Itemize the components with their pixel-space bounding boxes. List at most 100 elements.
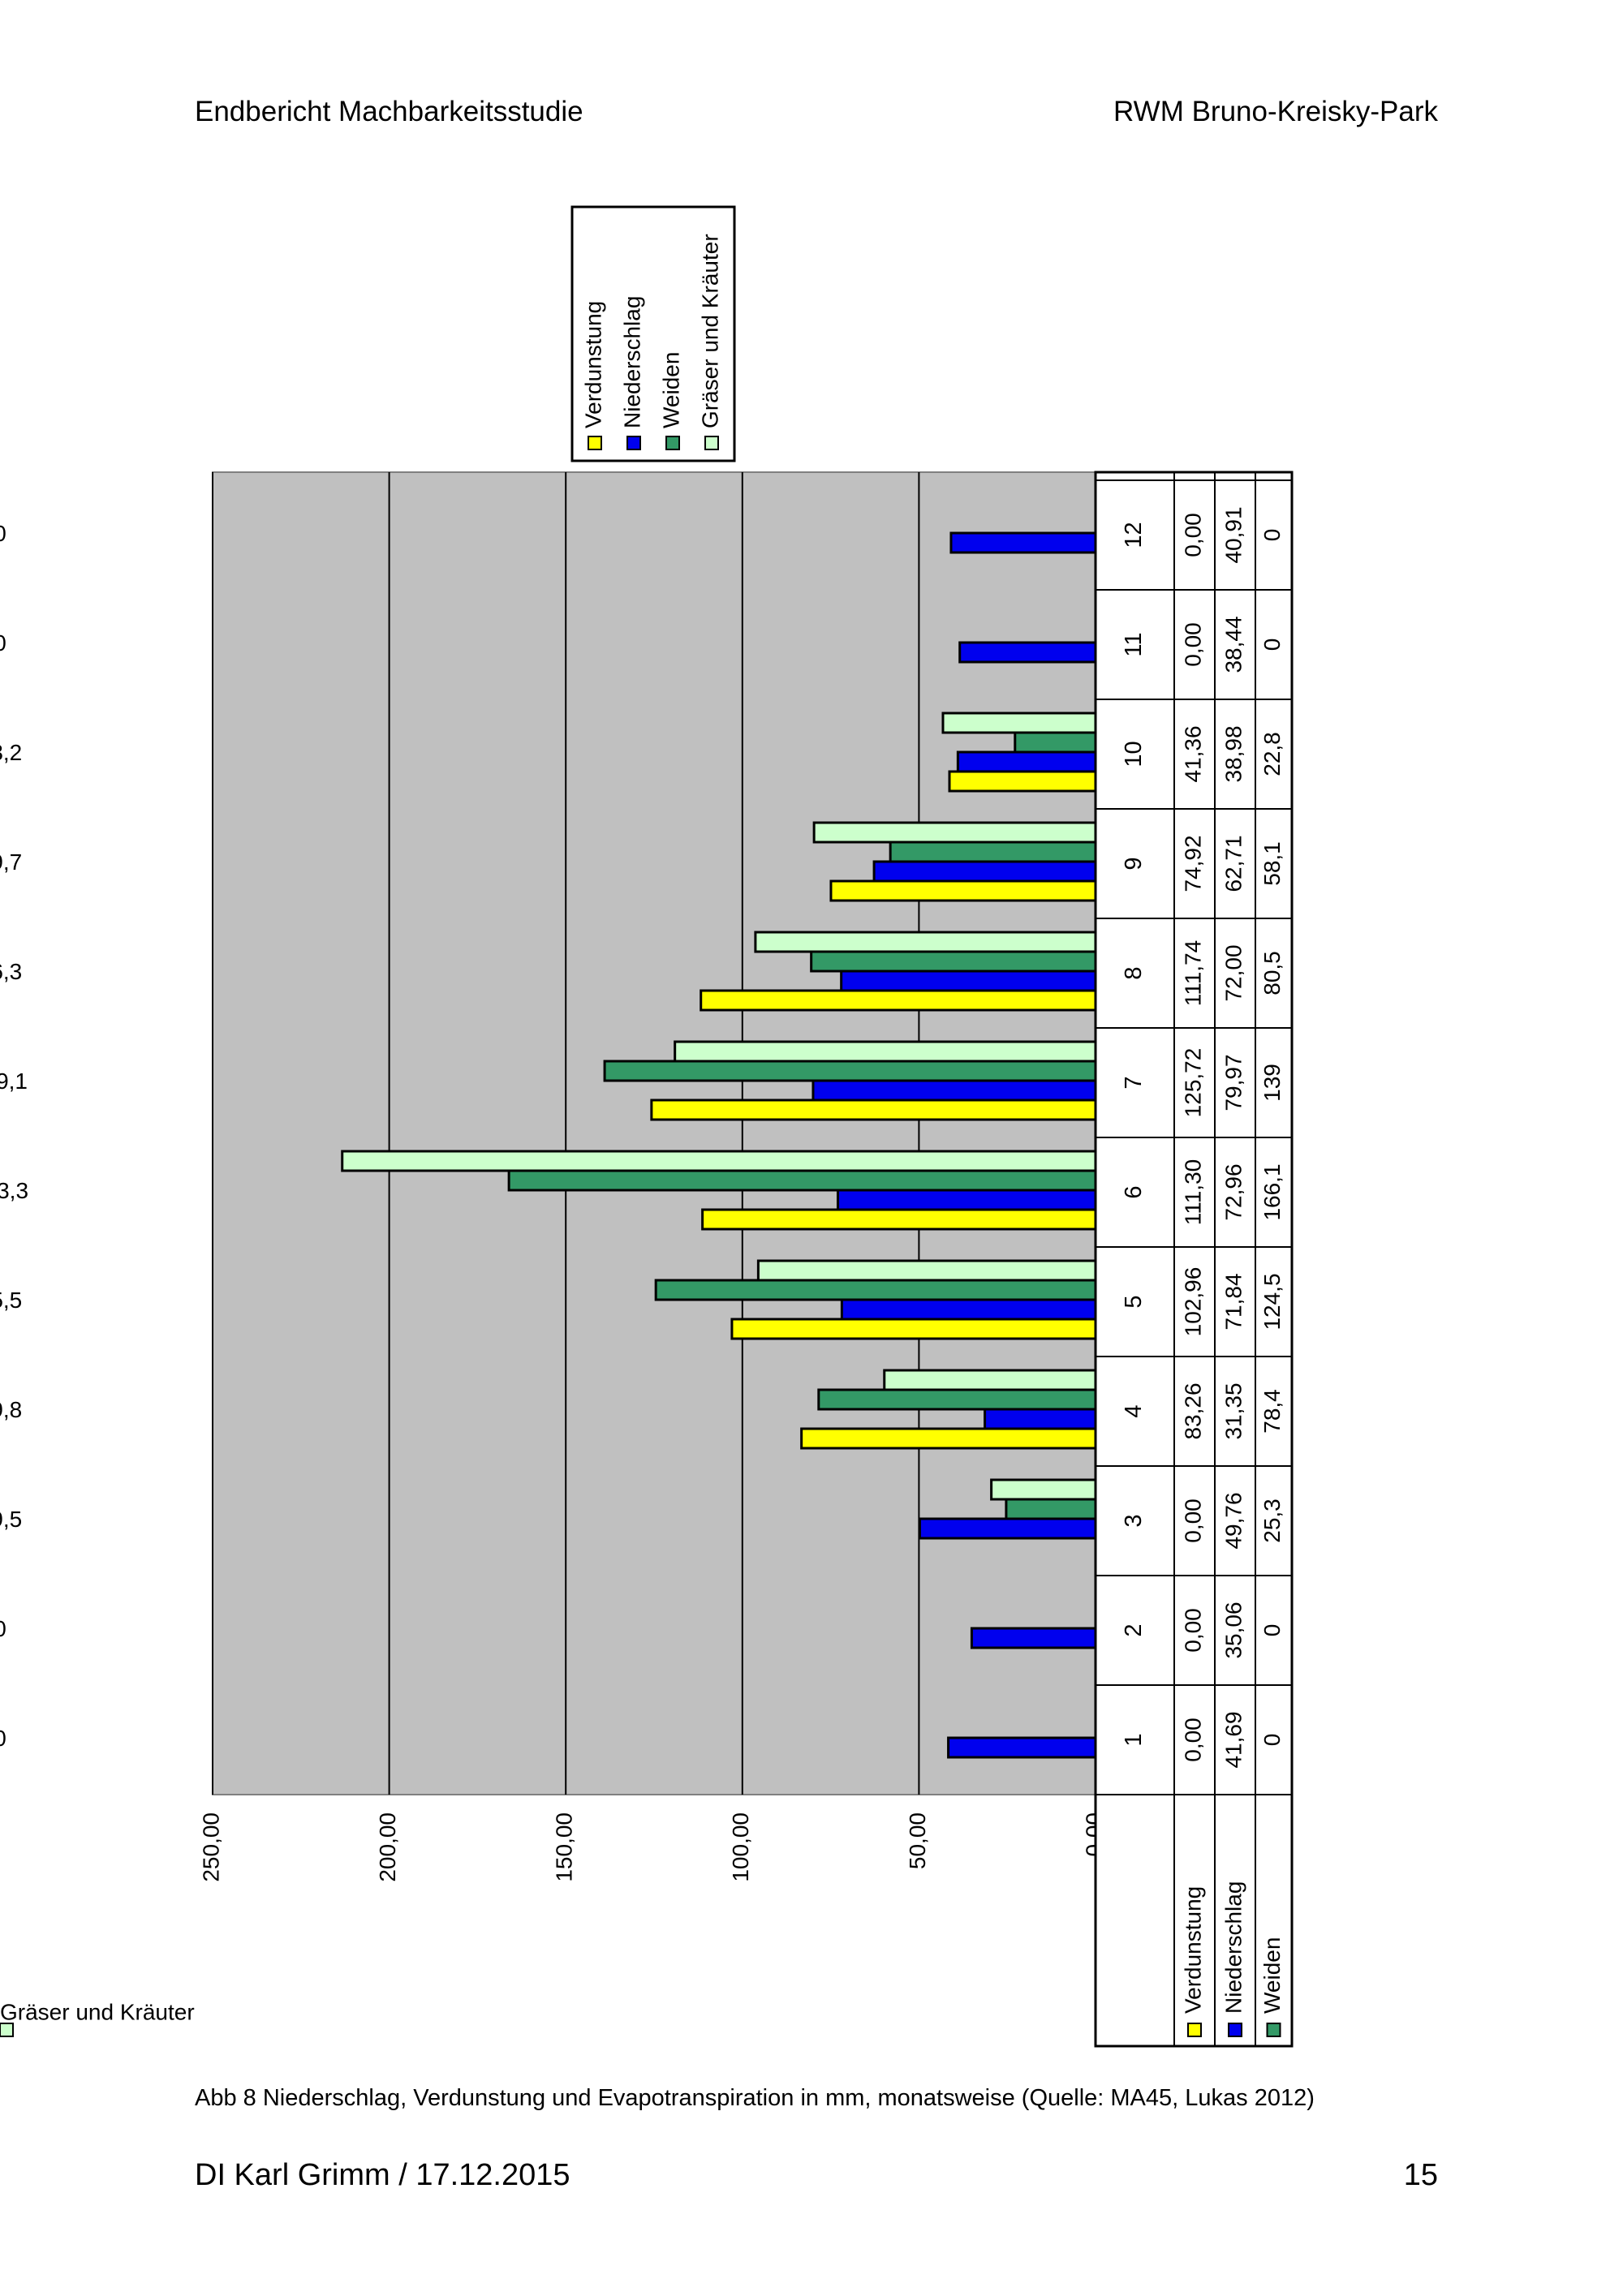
category-label: 10 bbox=[1121, 741, 1147, 767]
bar bbox=[754, 931, 1097, 953]
bar bbox=[810, 950, 1097, 973]
page-number: 15 bbox=[1403, 2158, 1438, 2192]
bar bbox=[990, 1478, 1097, 1501]
bar bbox=[889, 841, 1097, 863]
table-value: 0 bbox=[0, 1616, 6, 1641]
bar bbox=[872, 860, 1097, 883]
bar bbox=[507, 1169, 1097, 1192]
table-value: 0 bbox=[0, 521, 6, 546]
y-tick-label: 200,00 bbox=[375, 1812, 400, 1882]
bar bbox=[1014, 731, 1097, 754]
table-series-key bbox=[1266, 2023, 1281, 2037]
legend-box bbox=[570, 205, 736, 462]
table-value: 38,98 bbox=[1220, 725, 1246, 782]
bar bbox=[836, 1189, 1097, 1211]
table-value: 111,74 bbox=[1180, 940, 1205, 1006]
bar bbox=[947, 1736, 1097, 1759]
bars bbox=[341, 531, 1097, 1759]
bar bbox=[812, 1079, 1097, 1102]
table-value: 41,69 bbox=[1220, 1711, 1246, 1768]
y-tick-label: 150,00 bbox=[552, 1812, 577, 1882]
bar bbox=[840, 970, 1097, 992]
table-value: 0,00 bbox=[1180, 1718, 1205, 1762]
data-table: 1 0,00 41,69 0 0 2 0,00 35,06 0 0 3 0,00 49,76 25,3 29… bbox=[0, 471, 1294, 2048]
y-tick-label: 250,00 bbox=[198, 1812, 223, 1882]
category-label: 3 bbox=[1121, 1514, 1147, 1527]
table-value: 83,26 bbox=[1180, 1382, 1205, 1439]
bar bbox=[883, 1369, 1097, 1391]
table-value: 0 bbox=[0, 630, 6, 656]
bar bbox=[730, 1318, 1097, 1340]
bar bbox=[948, 770, 1097, 793]
bar bbox=[970, 1627, 1097, 1649]
table-series-key bbox=[1187, 2023, 1202, 2037]
category-label: 11 bbox=[1121, 632, 1147, 656]
table-series-key bbox=[1228, 2023, 1242, 2037]
bar bbox=[941, 712, 1097, 734]
y-tick-label: 50,00 bbox=[905, 1812, 930, 1869]
legend-key bbox=[665, 436, 680, 450]
table-series-name: Verdunstung bbox=[1180, 1886, 1205, 2014]
table-value: 41,36 bbox=[1180, 725, 1205, 782]
table-value: 124,5 bbox=[1259, 1273, 1285, 1330]
header-right: RWM Bruno-Kreisky-Park bbox=[1113, 96, 1438, 127]
header-left: Endbericht Machbarkeitsstudie bbox=[195, 96, 583, 127]
bar bbox=[674, 1040, 1097, 1063]
table-value: 0 bbox=[1259, 1624, 1285, 1637]
footer-author-date: DI Karl Grimm / 17.12.2015 bbox=[195, 2158, 570, 2192]
legend-label: Verdunstung bbox=[580, 301, 605, 428]
table-value: 40,91 bbox=[1220, 506, 1246, 563]
category-label: 9 bbox=[1121, 857, 1147, 870]
table-value: 49,76 bbox=[1220, 1492, 1246, 1549]
table-value: 25,3 bbox=[1259, 1498, 1285, 1543]
legend-key bbox=[704, 436, 719, 450]
bar bbox=[603, 1060, 1097, 1082]
bar bbox=[700, 989, 1097, 1012]
category-label: 8 bbox=[1121, 966, 1147, 979]
category-label: 5 bbox=[1121, 1295, 1147, 1308]
table-value: 0,00 bbox=[1180, 622, 1205, 667]
bar bbox=[812, 821, 1097, 844]
bar bbox=[956, 750, 1097, 773]
bar bbox=[701, 1208, 1097, 1231]
table-value: 102,96 bbox=[1180, 1267, 1205, 1337]
table-value: 74,92 bbox=[1180, 835, 1205, 892]
table-value: 31,35 bbox=[1220, 1382, 1246, 1439]
table-value: 0,00 bbox=[1180, 1608, 1205, 1653]
bar bbox=[840, 1298, 1097, 1321]
table-value: 72,96 bbox=[1220, 1163, 1246, 1220]
bar bbox=[918, 1517, 1097, 1540]
table-value: 0 bbox=[0, 1726, 6, 1751]
table-value: 22,8 bbox=[1259, 732, 1285, 776]
bar bbox=[650, 1099, 1097, 1121]
table-value: 78,4 bbox=[1259, 1389, 1285, 1434]
table-value: 43,2 bbox=[0, 740, 22, 765]
bar bbox=[1005, 1498, 1097, 1520]
category-label: 12 bbox=[1121, 522, 1147, 548]
bar bbox=[800, 1427, 1097, 1450]
table-value: 96,3 bbox=[0, 959, 22, 984]
table-value: 58,1 bbox=[1259, 841, 1285, 886]
bar bbox=[958, 641, 1097, 664]
category-label: 7 bbox=[1121, 1076, 1147, 1089]
table-value: 213,3 bbox=[0, 1178, 28, 1203]
category-label: 4 bbox=[1121, 1404, 1147, 1417]
table-value: 35,06 bbox=[1220, 1602, 1246, 1658]
legend-key bbox=[588, 436, 602, 450]
category-label: 2 bbox=[1121, 1623, 1147, 1636]
table-value: 119,1 bbox=[0, 1068, 28, 1094]
table-value: 80,5 bbox=[1259, 951, 1285, 995]
table-value: 0 bbox=[1259, 529, 1285, 542]
table-value: 71,84 bbox=[1220, 1273, 1246, 1330]
table-value: 0 bbox=[1259, 1734, 1285, 1747]
table-value: 0,00 bbox=[1180, 513, 1205, 557]
bar bbox=[829, 879, 1097, 902]
bar bbox=[756, 1259, 1097, 1282]
figure-caption: Abb 8 Niederschlag, Verdunstung und Evap… bbox=[195, 2085, 1315, 2111]
y-tick-label: 100,00 bbox=[728, 1812, 753, 1882]
bar bbox=[949, 531, 1097, 554]
table-value: 0,00 bbox=[1180, 1498, 1205, 1543]
plot-area bbox=[212, 471, 1096, 1795]
table-value: 59,8 bbox=[0, 1397, 22, 1422]
